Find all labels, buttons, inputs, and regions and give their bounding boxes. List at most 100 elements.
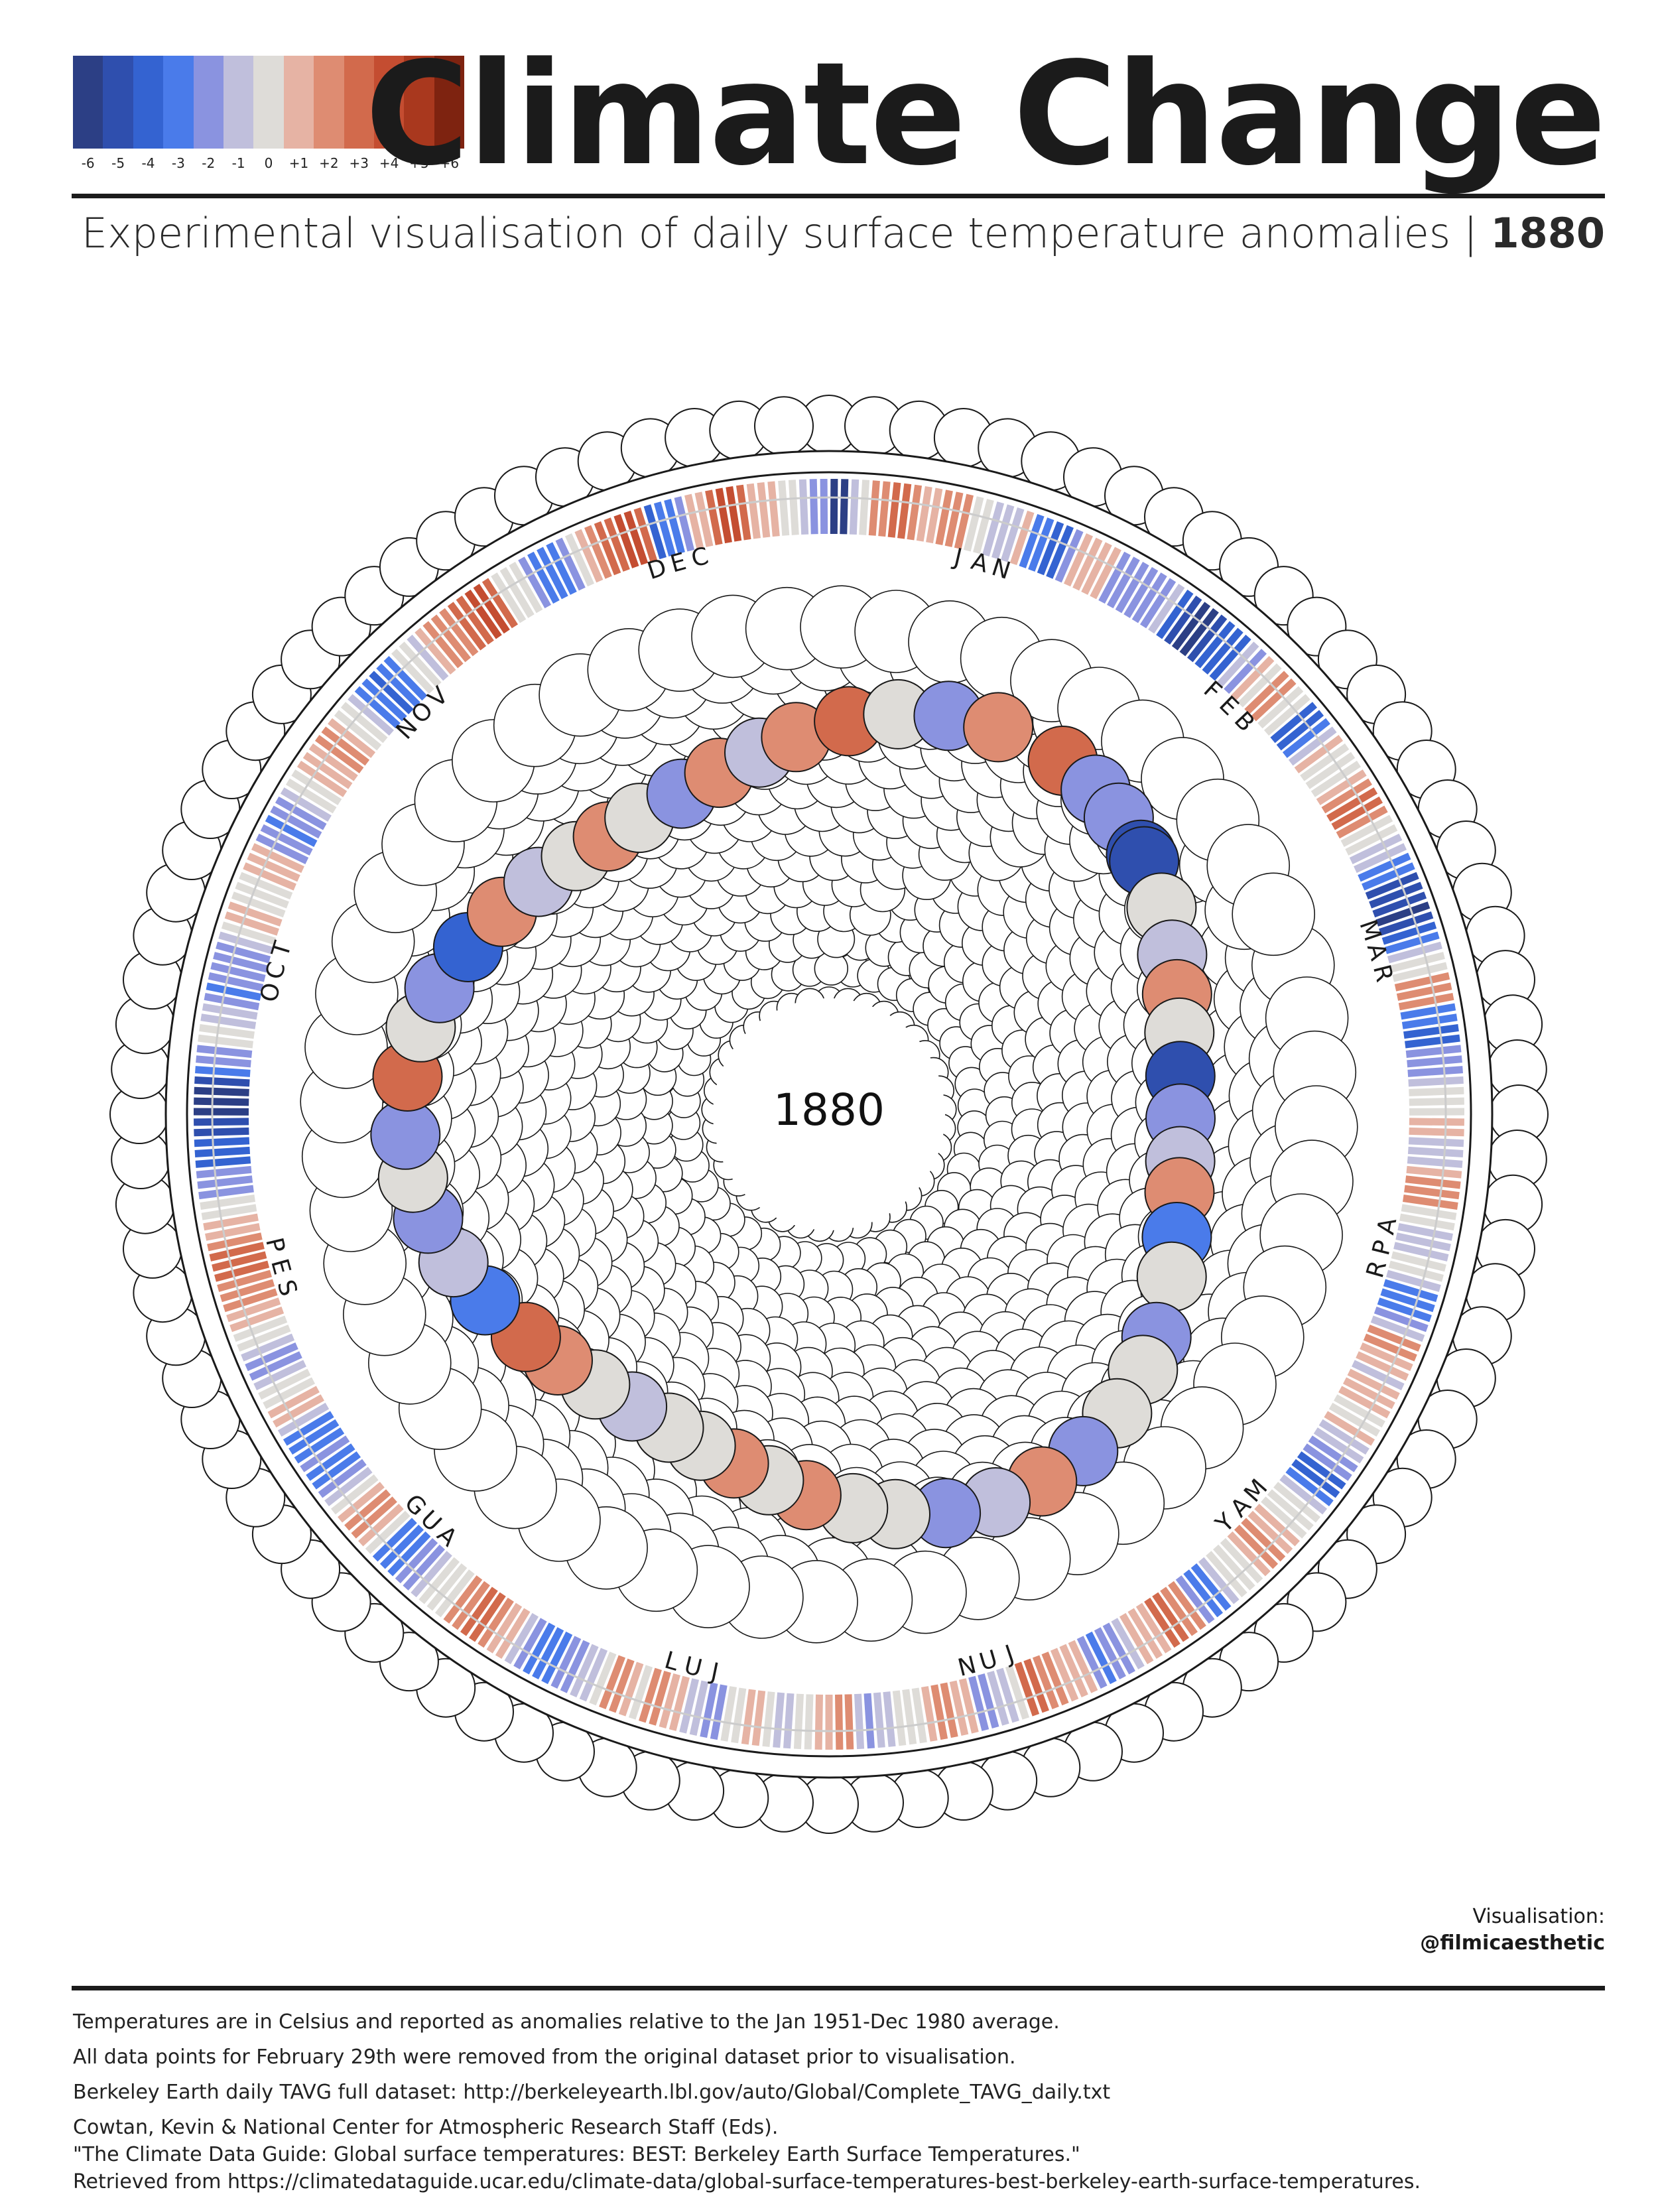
daily-bar xyxy=(863,1693,875,1749)
daily-bar xyxy=(231,891,286,918)
daily-bar xyxy=(1179,608,1219,657)
daily-bar xyxy=(321,726,370,766)
daily-bar xyxy=(574,529,604,583)
daily-bar xyxy=(618,1661,644,1717)
daily-bar xyxy=(757,482,771,538)
daily-bar xyxy=(1369,881,1423,909)
daily-bar xyxy=(1090,547,1121,600)
daily-bar xyxy=(1270,702,1318,744)
daily-bar xyxy=(464,589,502,639)
legend-label: -3 xyxy=(171,155,185,171)
daily-bar xyxy=(1009,510,1035,566)
daily-bar xyxy=(1365,872,1419,900)
daily-bar xyxy=(1405,1034,1460,1049)
daily-bar xyxy=(1171,602,1211,651)
daily-bar xyxy=(194,1127,249,1137)
daily-bar xyxy=(1336,805,1388,839)
daily-bar xyxy=(1379,911,1434,936)
daily-bar xyxy=(1037,521,1064,576)
daily-bar xyxy=(1224,649,1267,694)
daily-bar xyxy=(746,483,761,539)
daily-bar xyxy=(379,1524,424,1569)
daily-bar xyxy=(1395,1232,1451,1252)
daily-bar xyxy=(1285,1466,1334,1506)
daily-bar xyxy=(206,982,262,1001)
daily-bar xyxy=(1168,1581,1206,1630)
daily-bar xyxy=(570,1644,599,1698)
daily-bar xyxy=(1370,1315,1425,1342)
daily-bar xyxy=(926,488,943,544)
daily-bar xyxy=(253,1360,306,1391)
daily-bar xyxy=(296,760,348,797)
daily-bar xyxy=(1234,1524,1279,1569)
daily-bar xyxy=(207,1232,263,1252)
daily-bar xyxy=(277,1402,330,1437)
daily-bar xyxy=(1054,529,1084,583)
anomaly-day-circle xyxy=(1136,1241,1207,1312)
daily-bar xyxy=(263,1377,316,1409)
daily-bar xyxy=(1324,1411,1375,1446)
daily-bar xyxy=(1305,751,1356,789)
credit-label: Visualisation: xyxy=(1472,1905,1605,1928)
daily-bar xyxy=(1076,1636,1108,1689)
daily-bar xyxy=(594,521,621,576)
daily-bar xyxy=(1303,1443,1352,1481)
daily-bar xyxy=(220,1279,275,1303)
daily-bar xyxy=(1098,551,1131,604)
daily-bar xyxy=(793,1693,804,1750)
daily-bar xyxy=(239,872,293,900)
daily-bar xyxy=(1085,1631,1117,1685)
daily-bar xyxy=(1334,1394,1385,1428)
daily-bar xyxy=(532,1627,564,1679)
daily-bar xyxy=(767,481,780,537)
daily-bar xyxy=(1050,1648,1079,1702)
day-circle xyxy=(1232,872,1315,956)
daily-bar xyxy=(1408,1137,1464,1147)
daily-bar xyxy=(411,1551,452,1598)
daily-bar xyxy=(751,1690,766,1746)
daily-bar xyxy=(340,702,388,744)
daily-bar xyxy=(684,493,704,550)
daily-bar xyxy=(328,718,376,758)
daily-bar xyxy=(1398,992,1454,1011)
daily-bar xyxy=(1372,891,1427,918)
daily-bar xyxy=(700,1682,718,1738)
daily-bar xyxy=(1401,1204,1457,1220)
daily-bar xyxy=(1313,1427,1364,1464)
daily-bar xyxy=(579,1648,608,1702)
daily-bar xyxy=(196,1165,252,1179)
daily-bar xyxy=(387,1531,431,1577)
daily-bar xyxy=(1251,678,1297,722)
footnote-units: Temperatures are in Celsius and reported… xyxy=(73,2010,1060,2034)
daily-anomaly-ring xyxy=(193,478,1465,1750)
daily-bar xyxy=(1152,1592,1189,1642)
daily-bar xyxy=(1261,1496,1307,1539)
daily-bar xyxy=(649,1670,671,1726)
daily-bar xyxy=(1068,1640,1098,1693)
daily-bar xyxy=(258,1368,311,1400)
daily-bar xyxy=(1407,1146,1464,1157)
daily-bar xyxy=(1063,533,1094,587)
daily-bar xyxy=(245,1342,298,1372)
daily-bar xyxy=(560,1640,590,1693)
daily-bar xyxy=(1300,743,1350,781)
daily-bar xyxy=(495,1608,531,1659)
daily-bar xyxy=(213,952,269,973)
daily-bar xyxy=(1131,572,1167,623)
daily-bar xyxy=(1338,1386,1391,1419)
legend-swatch xyxy=(103,56,133,149)
daily-bar xyxy=(628,1665,653,1720)
daily-bar xyxy=(1394,972,1450,992)
legend-swatch xyxy=(163,56,194,149)
daily-bar xyxy=(1316,769,1367,806)
daily-bar xyxy=(216,941,271,964)
daily-bar xyxy=(372,1518,417,1562)
daily-bar xyxy=(859,480,870,535)
daily-bar xyxy=(221,921,277,945)
daily-bar xyxy=(452,1581,490,1630)
daily-bar xyxy=(835,1694,844,1750)
daily-bar xyxy=(194,1076,250,1087)
daily-bar xyxy=(365,1510,411,1554)
daily-bar xyxy=(212,1251,267,1272)
daily-bar xyxy=(318,1459,367,1498)
